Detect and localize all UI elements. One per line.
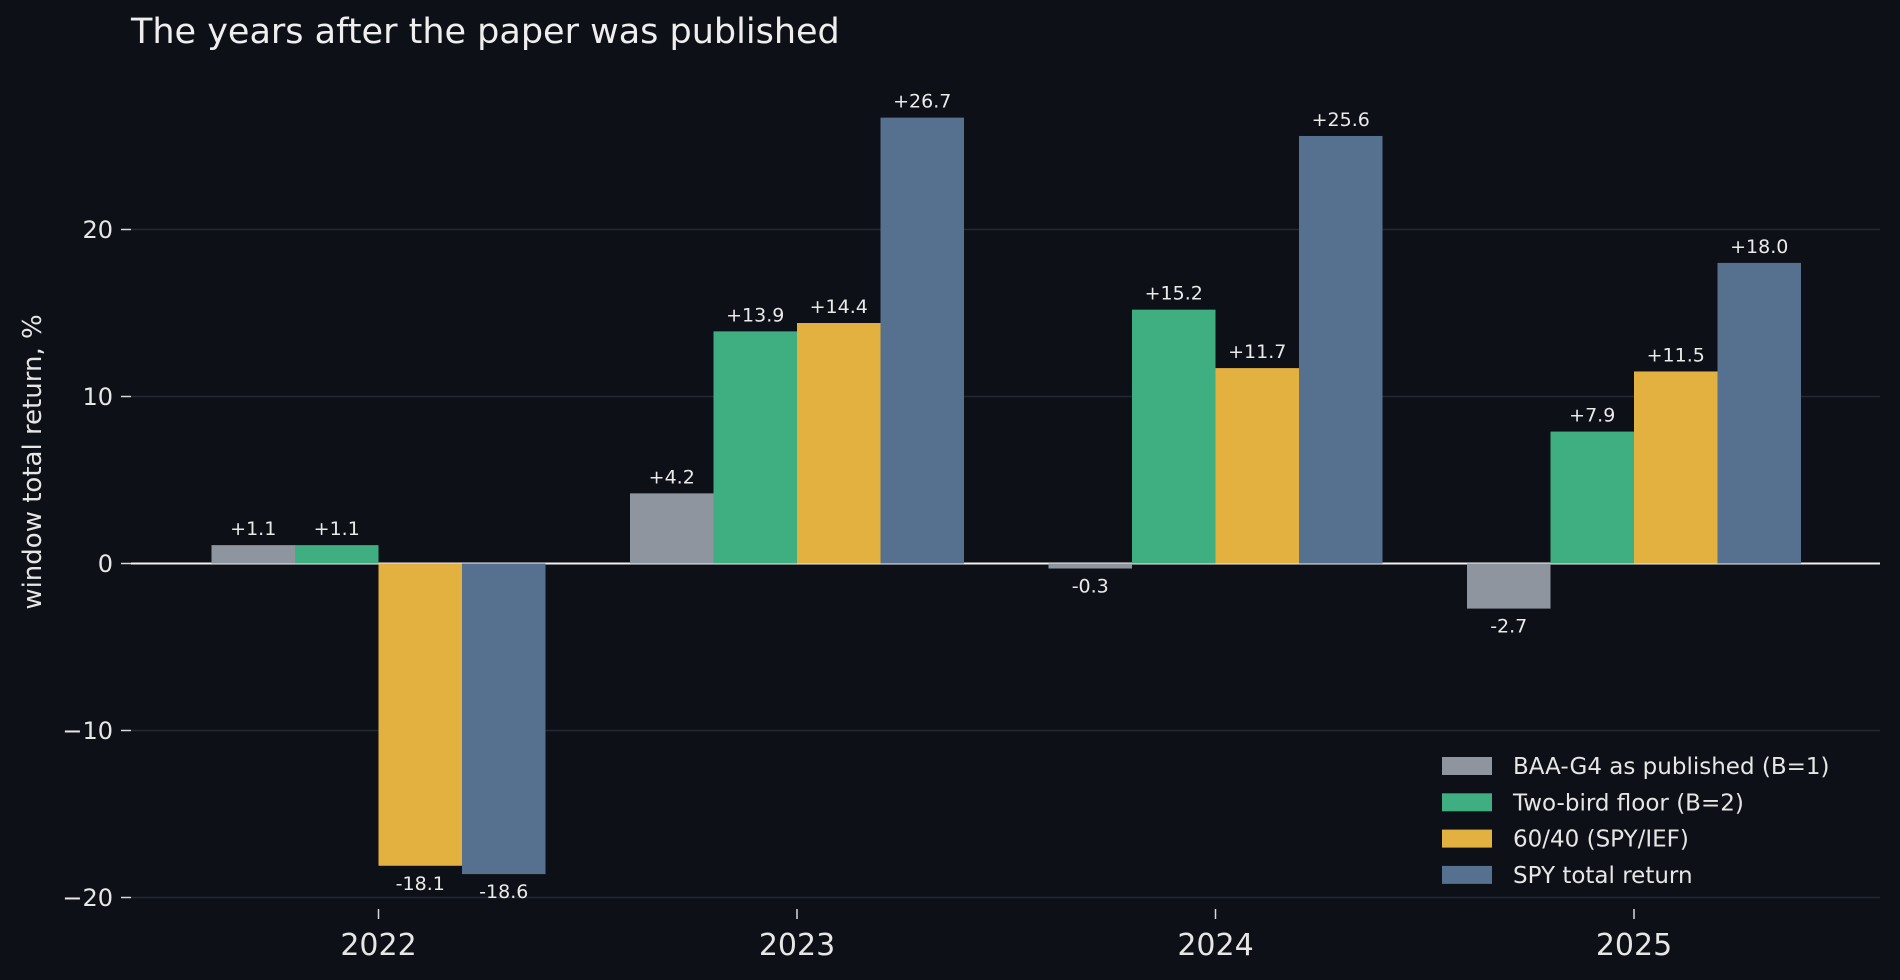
legend-swatch-spy-total-return [1442, 865, 1492, 884]
legend-label: BAA-G4 as published (B=1) [1513, 754, 1830, 780]
data-label: -18.6 [479, 881, 528, 903]
legend-label: 60/40 (SPY/IEF) [1513, 827, 1689, 853]
bar-60-40-spy-ief-2022 [378, 563, 462, 866]
y-tick-label: −20 [62, 884, 113, 912]
bar-two-bird-floor-b-2-2025 [1550, 431, 1634, 564]
bar-spy-total-return-2022 [462, 563, 546, 875]
bar-baa-g4-as-published-b-1-2023 [630, 493, 714, 564]
data-label: +7.9 [1569, 405, 1615, 427]
bar-spy-total-return-2023 [880, 117, 964, 564]
data-label: +11.7 [1228, 341, 1286, 363]
legend-swatch-60-40-spy-ief [1442, 829, 1492, 848]
bar-two-bird-floor-b-2-2024 [1132, 309, 1216, 564]
y-tick-label: 20 [82, 216, 113, 244]
data-label: +1.1 [230, 518, 276, 540]
data-label: -18.1 [396, 873, 445, 895]
bars [211, 117, 1801, 875]
bar-spy-total-return-2024 [1299, 135, 1383, 564]
bar-60-40-spy-ief-2025 [1634, 371, 1718, 564]
data-labels: +1.1 +4.2 -0.3 -2.7 +1.1 +13.9 +15.2 +7.9 -18.1 +… [230, 91, 1788, 904]
legend-swatch-baa-g4-as-published-b-1 [1442, 757, 1492, 775]
data-label: +15.2 [1145, 283, 1203, 305]
x-tick-label: 2022 [340, 928, 416, 963]
x-tick-label: 2023 [759, 928, 835, 963]
axes: 20 10 0 −10 −20 2022 2023 2024 2025 [62, 216, 1880, 963]
legend-label: Two-bird floor (B=2) [1512, 790, 1744, 816]
bar-60-40-spy-ief-2024 [1215, 368, 1299, 564]
x-tick-label: 2025 [1596, 928, 1672, 963]
bar-two-bird-floor-b-2-2022 [295, 545, 379, 564]
bar-baa-g4-as-published-b-1-2022 [211, 545, 295, 564]
y-tick-label: −10 [62, 717, 113, 745]
y-tick-label: 10 [82, 383, 113, 411]
data-label: -2.7 [1490, 616, 1527, 638]
bar-60-40-spy-ief-2023 [797, 323, 881, 564]
legend-label: SPY total return [1513, 863, 1693, 889]
legend-swatch-two-bird-floor-b-2 [1442, 793, 1492, 812]
x-tick-label: 2024 [1177, 928, 1253, 963]
data-label: +25.6 [1312, 109, 1370, 131]
data-label: +4.2 [649, 466, 695, 488]
data-label: +13.9 [726, 304, 784, 326]
bar-spy-total-return-2025 [1717, 262, 1801, 564]
bar-baa-g4-as-published-b-1-2025 [1467, 563, 1551, 609]
data-label: +26.7 [893, 91, 951, 113]
legend: BAA-G4 as published (B=1) Two-bird floor … [1442, 754, 1830, 889]
data-label: +1.1 [314, 518, 360, 540]
data-label: -0.3 [1072, 576, 1109, 598]
bar-baa-g4-as-published-b-1-2024 [1048, 563, 1132, 569]
bar-two-bird-floor-b-2-2023 [713, 331, 797, 564]
data-label: +14.4 [810, 296, 868, 318]
data-label: +18.0 [1730, 236, 1788, 258]
y-tick-label: 0 [98, 550, 113, 578]
chart-title: The years after the paper was published [131, 12, 840, 52]
data-label: +11.5 [1647, 344, 1705, 366]
